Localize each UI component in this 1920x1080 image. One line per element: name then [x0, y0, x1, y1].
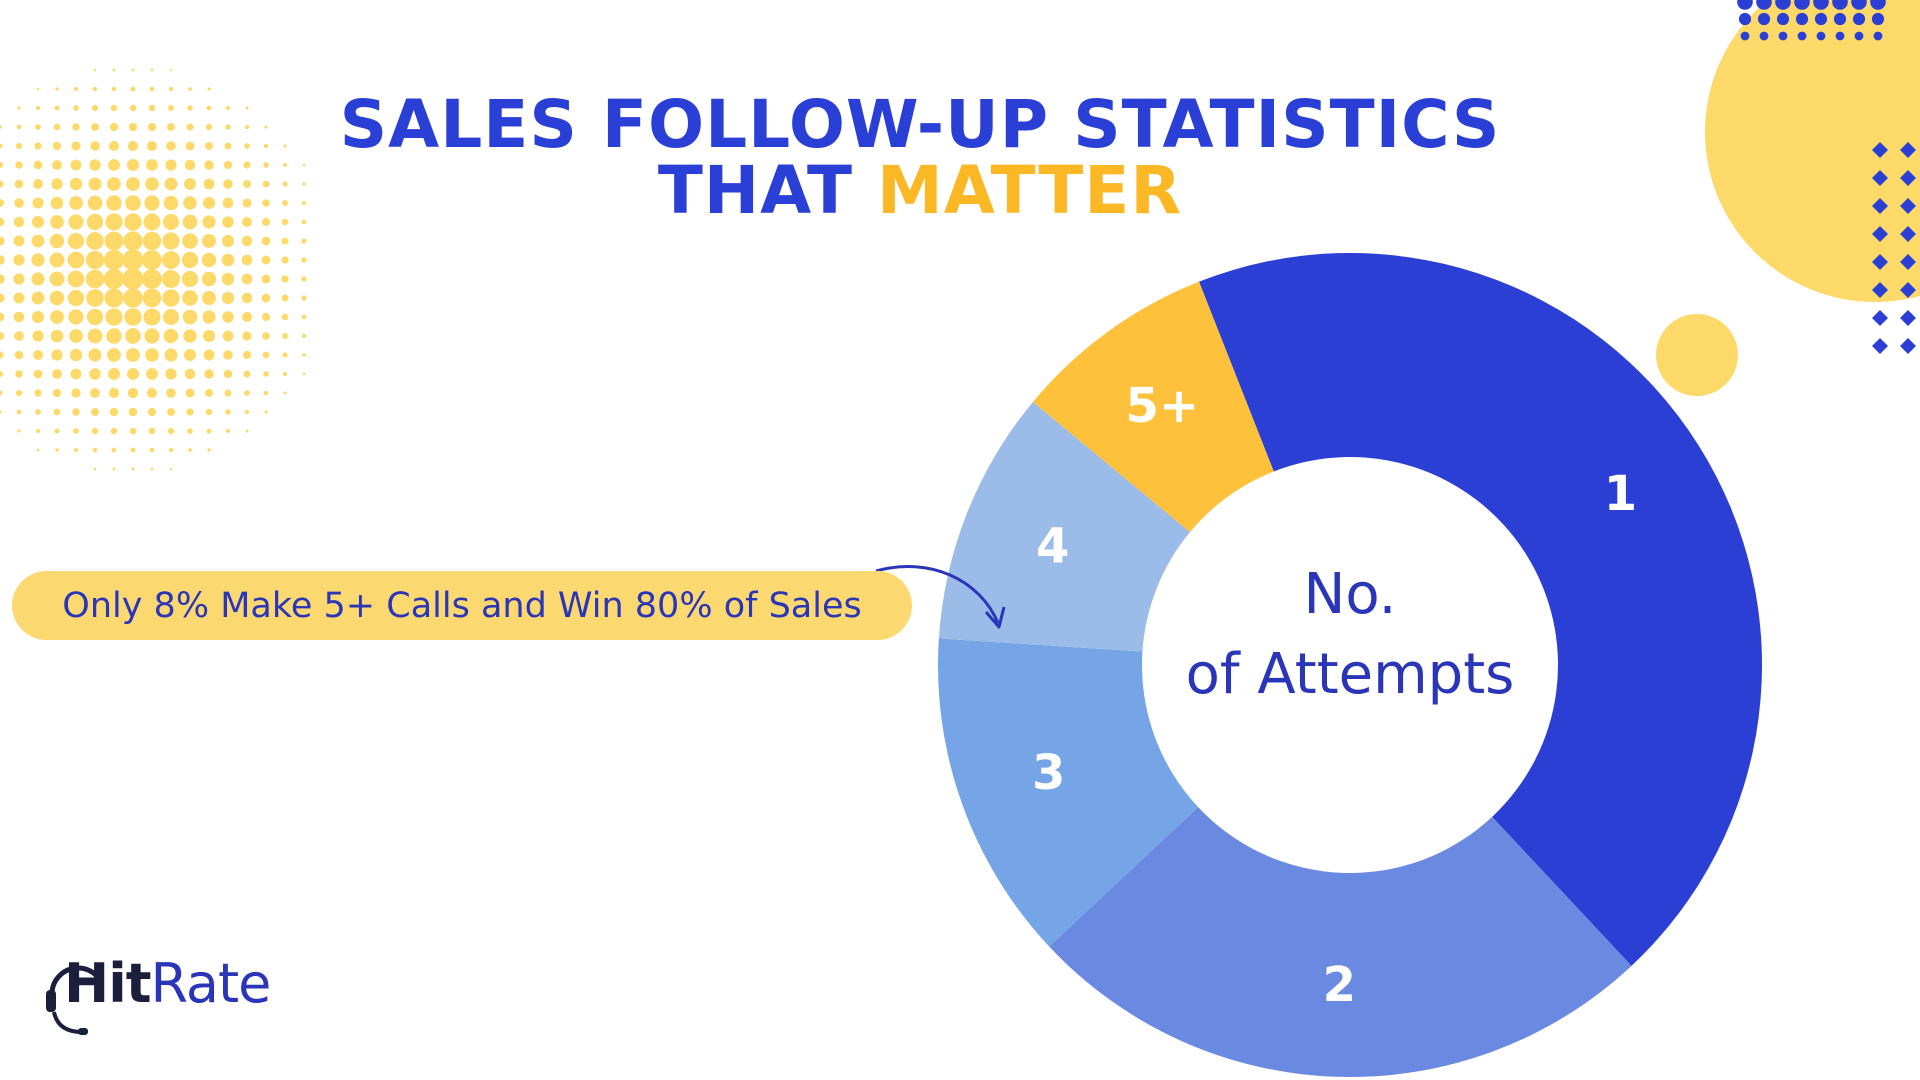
hitrate-logo: HitRate: [44, 948, 304, 1038]
donut-slice-5plus: [1033, 281, 1274, 533]
center-label-line-2: of Attempts: [1185, 642, 1515, 707]
center-label-line-1: No.: [1303, 562, 1397, 627]
logo-rate-text: Rate: [150, 952, 272, 1015]
callout-arrow: [875, 565, 1000, 624]
donut-slice-3: [938, 638, 1199, 947]
logo-wordmark: HitRate: [64, 952, 272, 1015]
slice-label-3: 3: [1032, 745, 1065, 801]
stat-callout: Only 8% Make 5+ Calls and Win 80% of Sal…: [12, 571, 912, 640]
slice-label-2: 2: [1323, 957, 1356, 1013]
title-line-2: THAT MATTER: [300, 158, 1540, 224]
stat-callout-text: Only 8% Make 5+ Calls and Win 80% of Sal…: [62, 585, 862, 626]
title-line-1: SALES FOLLOW-UP STATISTICS: [339, 86, 1501, 163]
title-accent-word: MATTER: [877, 152, 1183, 229]
logo-hit-text: Hit: [64, 952, 152, 1015]
slice-label-4: 4: [1036, 519, 1069, 575]
donut-slice-1: [1199, 253, 1762, 966]
slice-label-5plus: 5+: [1126, 378, 1200, 434]
page-title: SALES FOLLOW-UP STATISTICS THAT MATTER: [300, 92, 1540, 224]
callout-arrow-head: [984, 606, 1006, 629]
title-line-2-part-1: THAT: [657, 152, 878, 229]
donut-slice-2: [1049, 807, 1632, 1077]
donut-center-label: No. of Attempts: [1145, 555, 1555, 715]
slice-label-1: 1: [1604, 466, 1637, 522]
headset-icon: [46, 965, 104, 1035]
donut-slice-4: [938, 401, 1190, 652]
